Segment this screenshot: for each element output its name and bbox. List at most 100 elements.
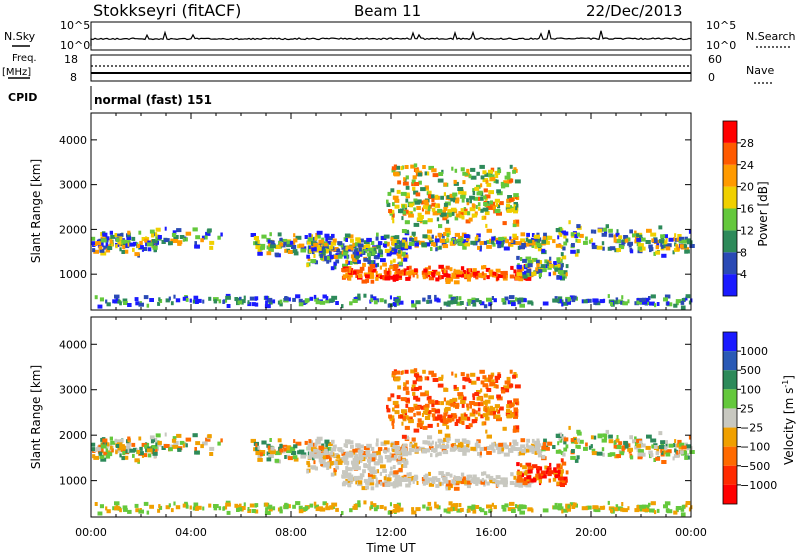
power-cell [383, 234, 390, 239]
power-cell [330, 254, 334, 259]
velocity-cell [347, 472, 352, 477]
velocity-cell [313, 448, 319, 453]
power-cell [486, 228, 492, 233]
velocity-cell [486, 434, 492, 439]
velocity-cell [459, 419, 462, 424]
velocity-cell [679, 450, 684, 455]
velocity-cell [367, 472, 373, 477]
power-cell [506, 208, 512, 213]
power-cell [498, 236, 504, 241]
power-cell [352, 298, 358, 303]
velocity-cell [333, 471, 337, 476]
power-cell [650, 232, 657, 237]
power-cell [274, 252, 280, 257]
velocity-cell [328, 457, 332, 462]
velocity-cell [565, 505, 569, 510]
y-tick-label: 3000 [59, 179, 87, 192]
velocity-cell [491, 502, 494, 507]
velocity-cell [621, 448, 625, 452]
velocity-cell [602, 433, 608, 438]
velocity-cell [417, 377, 423, 382]
power-cell [390, 275, 394, 280]
power-cell [451, 211, 455, 216]
velocity-cell [688, 435, 691, 440]
velocity-cell [536, 469, 540, 474]
x-tick-label: 00:00 [675, 526, 707, 539]
power-cell [502, 270, 508, 275]
power-cell [370, 298, 374, 303]
power-cell [375, 271, 378, 275]
power-cell [591, 242, 596, 247]
power-cell [602, 298, 606, 303]
velocity-cell [404, 397, 410, 402]
power-cell [277, 232, 282, 237]
power-cell [410, 164, 416, 169]
velocity-cell [542, 508, 549, 513]
velocity-cell [495, 384, 499, 389]
velocity-cell [348, 475, 351, 480]
power-cell [500, 271, 506, 275]
velocity-cell [431, 373, 437, 378]
power-cell [384, 299, 387, 304]
velocity-cell [298, 505, 303, 510]
velocity-cell [116, 442, 123, 447]
power-cell [454, 168, 458, 173]
velocity-cell [567, 504, 570, 509]
power-cell [441, 169, 444, 174]
nave-rtop: 60 [708, 53, 722, 66]
velocity-cell [117, 505, 120, 510]
velocity-cell [392, 425, 395, 429]
power-cell [115, 297, 119, 301]
power-cell [412, 273, 415, 278]
velocity-cell [557, 503, 563, 508]
power-cell [368, 271, 374, 276]
power-cell [272, 299, 276, 304]
velocity-cell [179, 440, 185, 445]
velocity-cell [668, 443, 674, 448]
velocity-cell [554, 470, 559, 475]
power-cell [316, 230, 323, 235]
power-cell [608, 233, 614, 238]
velocity-cell [397, 385, 402, 390]
power-cell [464, 234, 470, 239]
colorbar-segment [723, 164, 737, 187]
velocity-cell [472, 474, 477, 479]
power-cell [450, 240, 453, 245]
velocity-cell [583, 446, 588, 451]
power-cell [520, 274, 524, 279]
power-cell [116, 236, 123, 241]
velocity-cell [477, 407, 481, 412]
velocity-cell [534, 450, 538, 455]
power-cell [472, 191, 476, 195]
power-cell [488, 269, 494, 274]
velocity-cell [170, 444, 174, 449]
power-cell [386, 199, 389, 204]
power-cell [407, 245, 412, 250]
power-cell [641, 237, 646, 242]
power-cell [559, 232, 563, 237]
power-cell [624, 238, 629, 243]
power-cell [161, 240, 166, 244]
power-cell [395, 244, 401, 249]
velocity-cell [344, 439, 351, 444]
velocity-cell [438, 451, 442, 456]
velocity-cell [562, 452, 566, 457]
power-cell [645, 240, 651, 244]
velocity-cell [470, 372, 476, 377]
power-cell [357, 259, 361, 264]
power-cell [519, 245, 525, 250]
power-cell [345, 267, 350, 272]
velocity-cell [91, 447, 95, 452]
power-cell [384, 243, 387, 248]
velocity-cell [122, 505, 128, 510]
velocity-cell [127, 509, 132, 514]
power-cell [489, 238, 492, 243]
power-cell [483, 240, 487, 245]
velocity-cell [213, 506, 218, 511]
velocity-cell [149, 504, 154, 509]
power-cell [358, 269, 363, 274]
velocity-cell [195, 441, 201, 446]
colorbar-segment [723, 274, 737, 296]
power-cell [475, 275, 479, 280]
